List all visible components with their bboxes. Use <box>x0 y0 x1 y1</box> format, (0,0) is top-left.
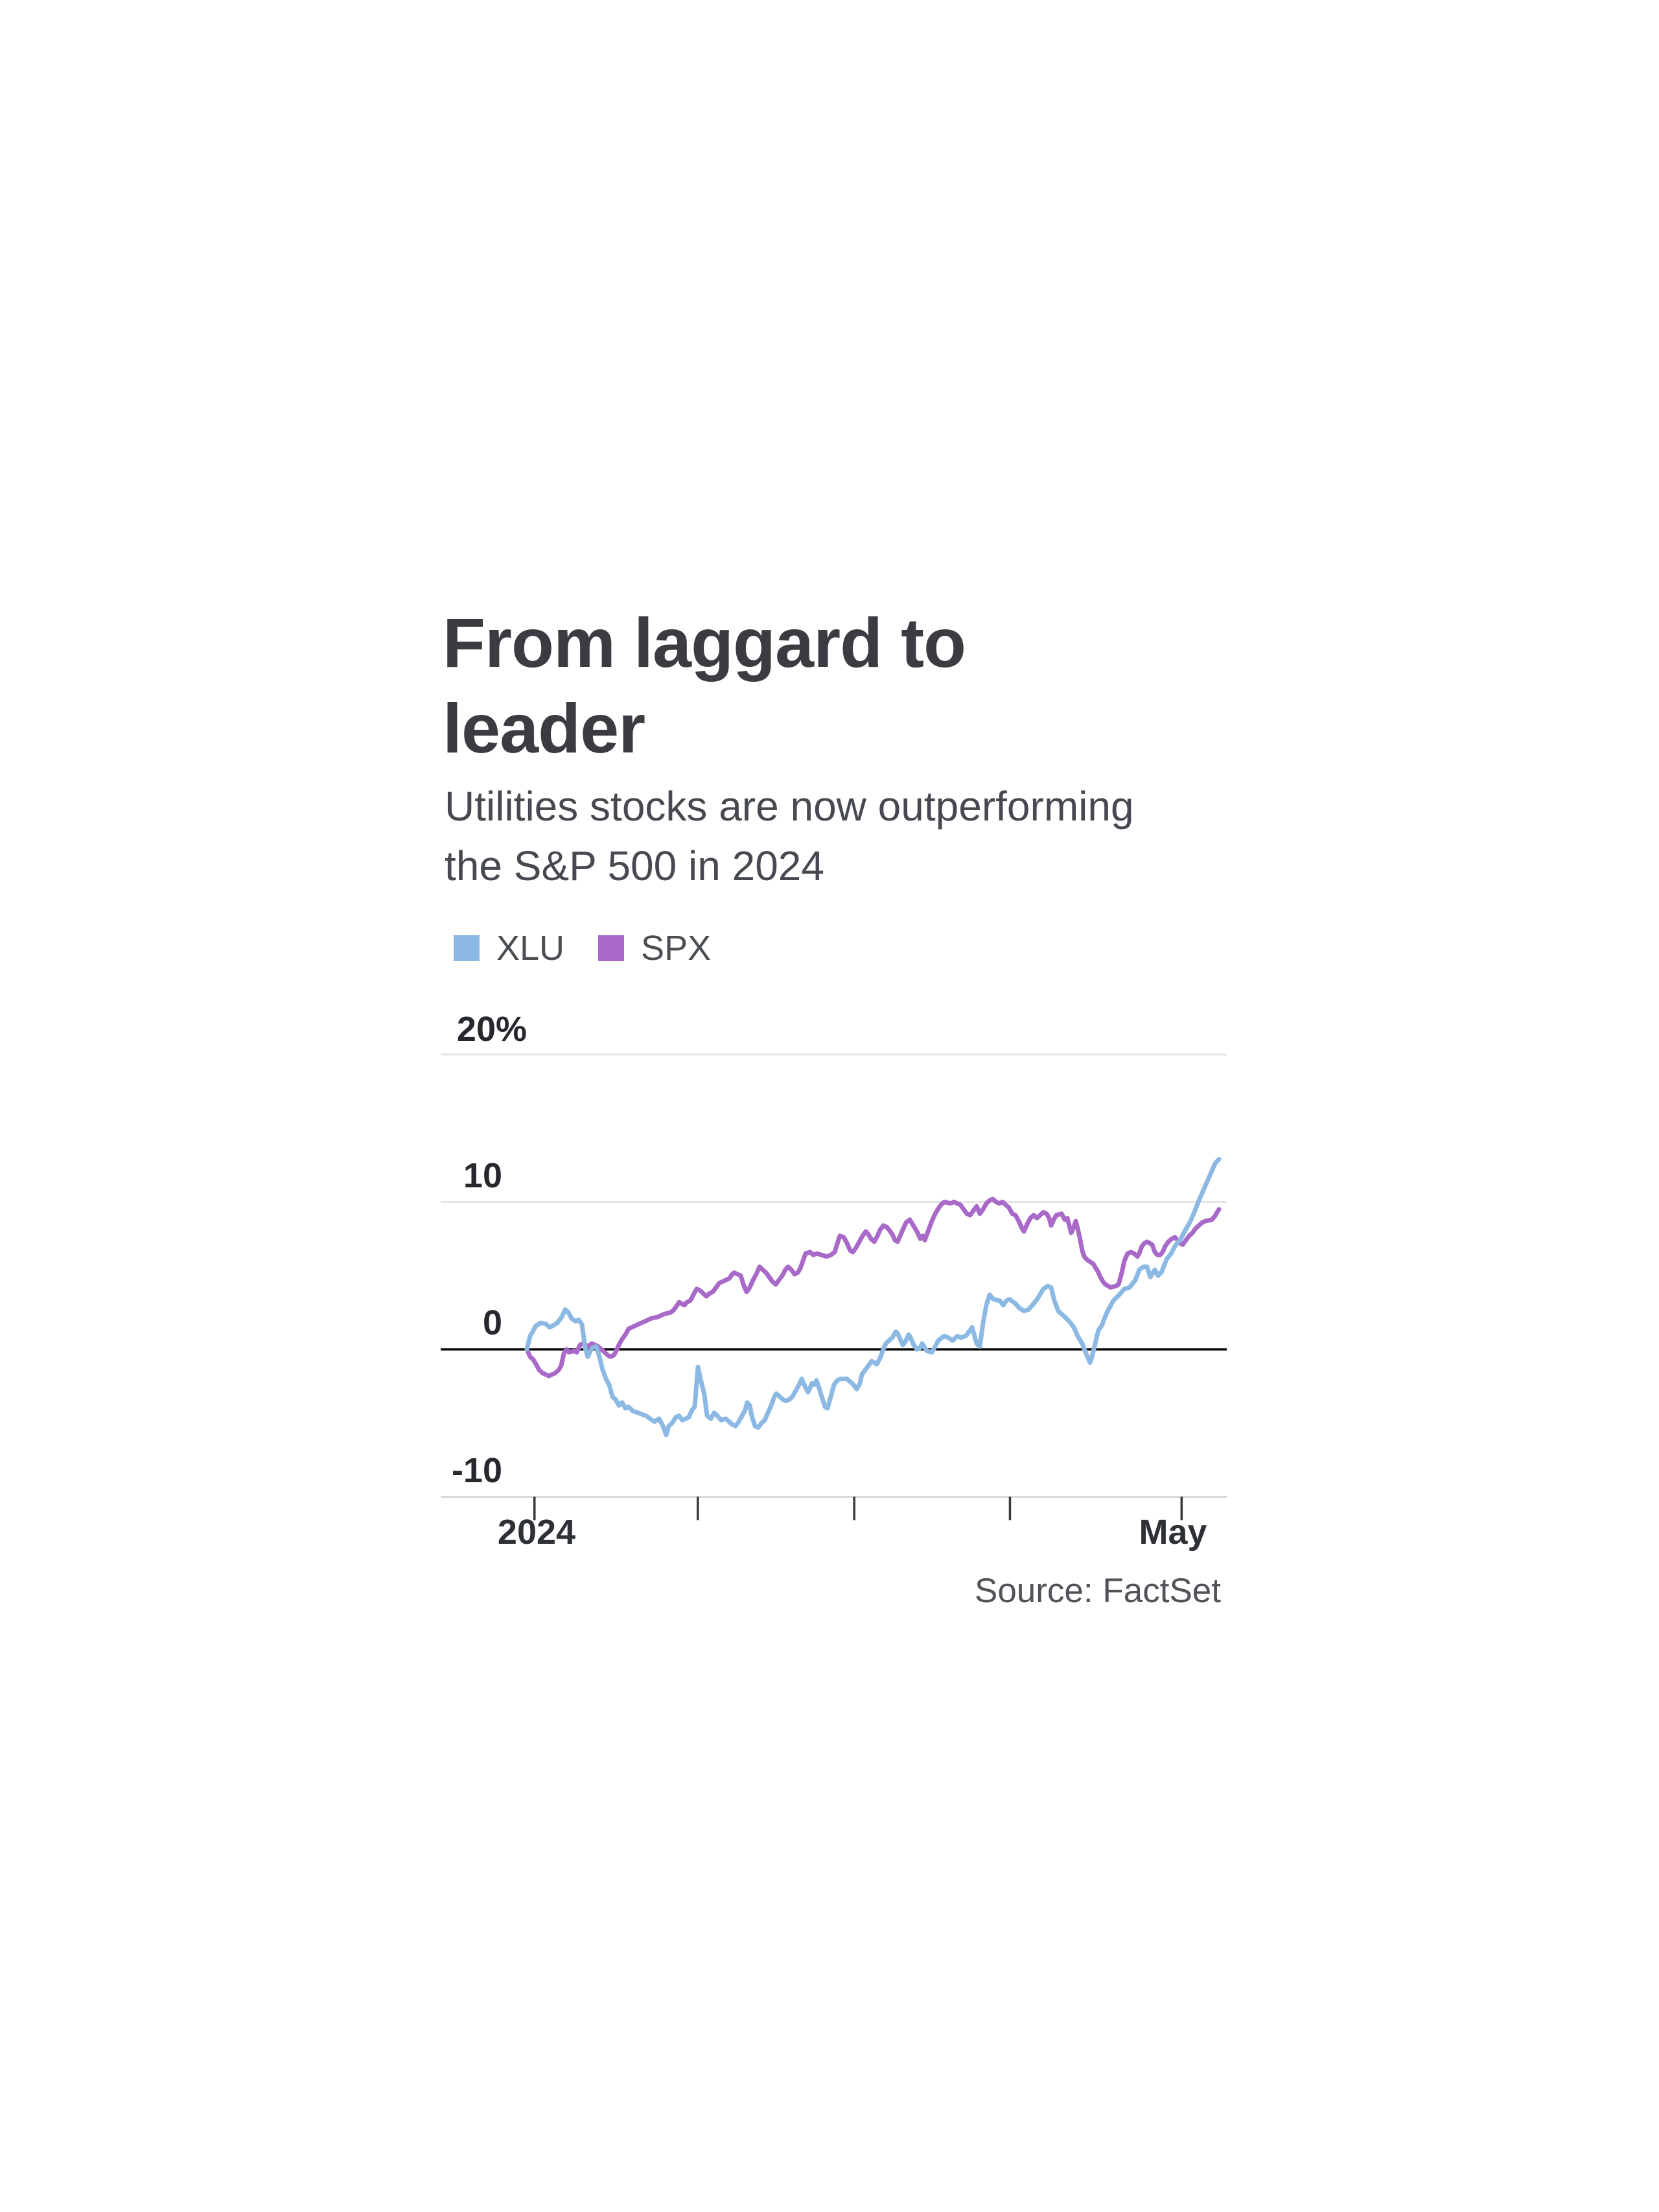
chart-subtitle: Utilities stocks are now outperforming t… <box>445 776 1261 896</box>
chart-title-line2: leader <box>443 689 645 767</box>
y-axis-label-0: 0 <box>482 1303 502 1342</box>
chart-title-line1: From laggard to <box>443 603 966 682</box>
y-axis-label-20: 20% <box>456 1010 527 1049</box>
legend: XLU SPX <box>454 929 711 968</box>
legend-item-spx: SPX <box>598 929 711 968</box>
chart-subtitle-line1: Utilities stocks are now outperforming <box>445 783 1134 830</box>
chart-subtitle-line2: the S&P 500 in 2024 <box>445 843 824 889</box>
source-credit: Source: FactSet <box>974 1572 1221 1610</box>
legend-item-xlu: XLU <box>454 929 564 968</box>
series-line-xlu <box>524 1157 1222 1438</box>
chart-plot <box>441 1053 1227 1520</box>
spx-swatch-icon <box>598 935 625 961</box>
y-axis-label-10: 10 <box>463 1156 502 1195</box>
series-line-spx <box>524 1196 1222 1379</box>
xlu-swatch-icon <box>454 935 480 961</box>
x-axis-label-may: May <box>1139 1513 1207 1552</box>
legend-label-spx: SPX <box>641 929 712 968</box>
chart-title: From laggard to leader <box>443 600 1220 771</box>
y-axis-label-neg10: -10 <box>451 1451 502 1490</box>
x-axis-label-2024: 2024 <box>497 1513 576 1552</box>
legend-label-xlu: XLU <box>496 929 565 968</box>
